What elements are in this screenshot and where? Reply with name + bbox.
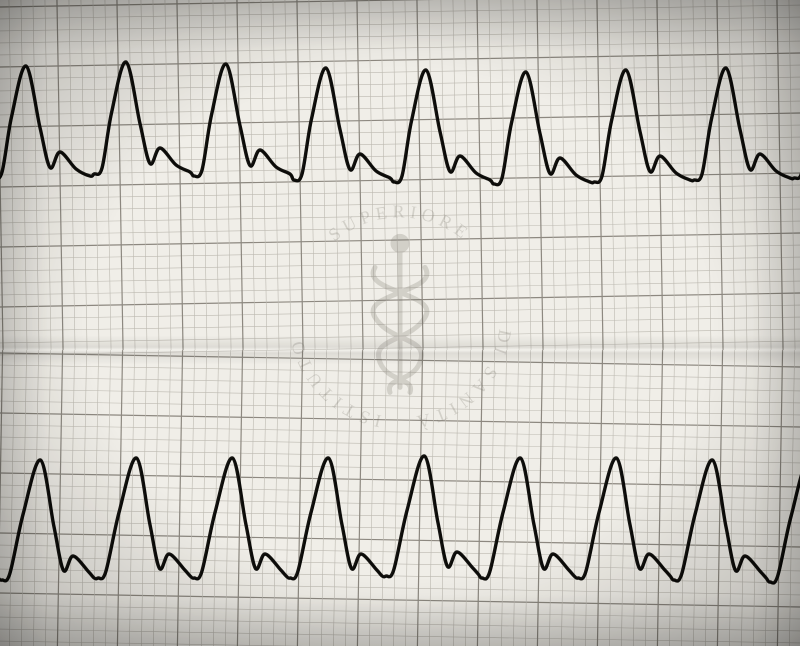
chart-paper: SUPERIORE ISTITUTO DI SANITÀ bbox=[0, 0, 800, 646]
trace-svg bbox=[0, 0, 800, 646]
